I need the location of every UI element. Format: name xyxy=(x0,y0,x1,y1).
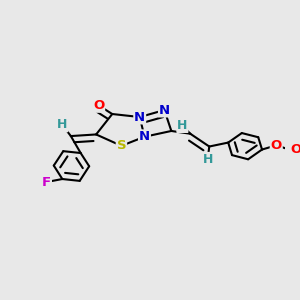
Text: N: N xyxy=(139,130,150,143)
Text: O: O xyxy=(271,139,282,152)
Text: N: N xyxy=(159,103,170,117)
Text: S: S xyxy=(117,139,126,152)
Text: H: H xyxy=(202,153,213,166)
Text: O: O xyxy=(290,143,300,156)
Text: H: H xyxy=(57,118,68,131)
Text: N: N xyxy=(134,110,145,124)
Text: F: F xyxy=(42,176,51,188)
Text: O: O xyxy=(93,99,104,112)
Text: H: H xyxy=(177,119,188,132)
